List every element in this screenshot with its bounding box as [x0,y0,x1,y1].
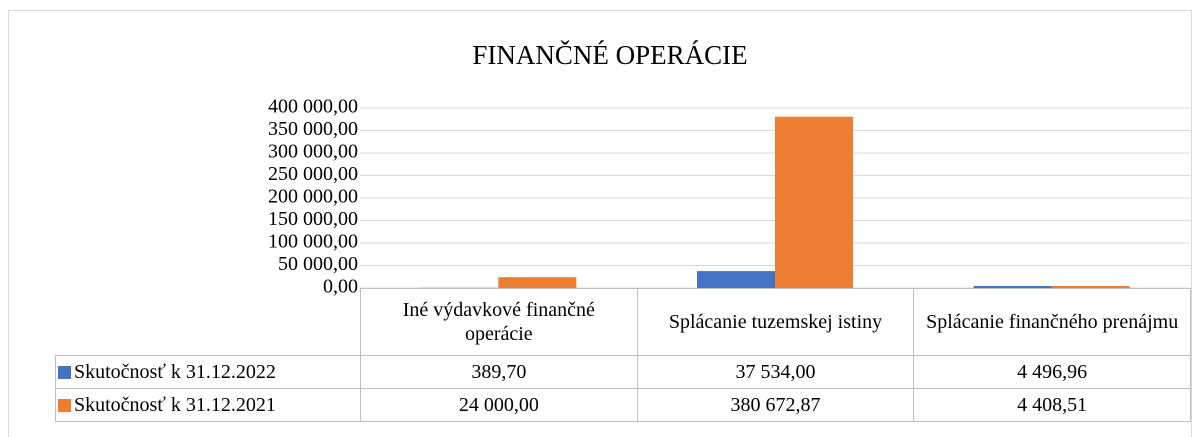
blank-cell [55,288,361,356]
y-tick-label: 350 000,00 [268,118,358,140]
bar [775,116,853,289]
category-label: Splácanie finančného prenájmu [913,288,1191,356]
y-tick-label: 200 000,00 [268,186,358,208]
bar [973,285,1052,288]
legend-key [58,366,71,379]
legend-label: Skutočnosť k 31.12.2022 [74,361,276,383]
value-label: 37 534,00 [636,355,915,389]
legend-key [58,399,71,412]
y-tick-label: 250 000,00 [268,163,358,185]
legend-cell: Skutočnosť k 31.12.2021 [55,388,361,422]
value-label: 4 408,51 [913,388,1191,422]
value-label: 24 000,00 [360,388,638,422]
legend-cell: Skutočnosť k 31.12.2022 [55,355,361,389]
header-row: Iné výdavkové finančné operácie Splácanie… [55,288,1191,356]
data-table: Iné výdavkové finančné operácie Splácanie… [55,288,1191,422]
category-label: Splácanie tuzemskej istiny [636,288,915,356]
bar [1051,286,1130,288]
chart-border [8,10,1192,437]
bar [697,271,775,288]
value-label: 389,70 [360,355,638,389]
series-row: Skutočnosť k 31.12.2022 389,70 37 534,00 4 … [55,355,1191,389]
value-label: 380 672,87 [636,388,915,422]
bar [498,277,577,288]
legend-label: Skutočnosť k 31.12.2021 [74,394,276,416]
chart-title: FINANČNÉ OPERÁCIE [472,40,747,70]
y-tick-label: 150 000,00 [268,208,358,230]
category-label: Iné výdavkové finančné operácie [360,288,638,356]
y-tick-label: 300 000,00 [268,141,358,163]
y-tick-label: 400 000,00 [268,96,358,118]
series-row: Skutočnosť k 31.12.2021 24 000,00 380 672,… [55,388,1191,422]
value-label: 4 496,96 [913,355,1191,389]
y-tick-label: 100 000,00 [268,231,358,253]
y-tick-label: 50 000,00 [278,253,358,275]
